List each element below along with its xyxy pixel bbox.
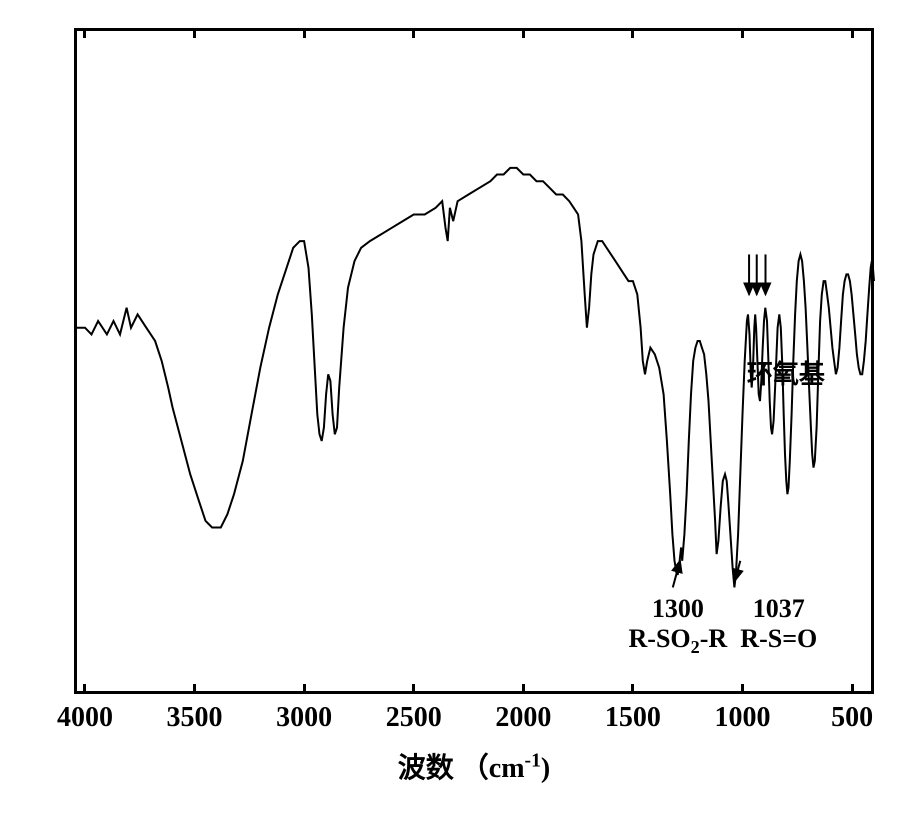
x-tick-label: 3500: [167, 702, 223, 734]
x-tick-top: [741, 28, 744, 38]
x-tick: [412, 684, 415, 694]
x-tick-label: 4000: [57, 702, 113, 734]
x-axis-label-text: 波数 （cm: [398, 753, 525, 784]
peak1-assignment: R-SO2-R: [629, 624, 728, 658]
x-tick-label: 2000: [495, 702, 551, 734]
annotation-peak1: 1300R-SO2-R: [629, 594, 728, 658]
x-tick-label: 500: [831, 702, 873, 734]
x-tick: [83, 684, 86, 694]
x-tick: [303, 684, 306, 694]
peak2-assignment: R-S=O: [740, 624, 817, 654]
x-tick-top: [631, 28, 634, 38]
x-tick-top: [522, 28, 525, 38]
x-tick-top: [303, 28, 306, 38]
ir-spectrum-chart: 4000 3500 3000 2500 2000 1500 1000 500 波数 （cm-1…: [0, 0, 918, 827]
x-tick-label: 2500: [386, 702, 442, 734]
x-axis-label-sup: -1: [525, 751, 541, 772]
peak1-value: 1300: [629, 594, 728, 624]
annotation-peak2: 1037R-S=O: [740, 594, 817, 654]
peak2-value: 1037: [740, 594, 817, 624]
x-tick-label: 1500: [605, 702, 661, 734]
x-tick: [193, 684, 196, 694]
x-tick-top: [83, 28, 86, 38]
x-axis-label-suffix: ): [541, 753, 550, 784]
x-tick: [741, 684, 744, 694]
peak1-arrow: [673, 561, 680, 588]
spectrum-svg: [0, 0, 918, 827]
x-axis-label: 波数 （cm-1): [398, 746, 550, 786]
x-tick: [522, 684, 525, 694]
annotation-epoxy: 环氧基: [747, 354, 825, 391]
x-tick: [631, 684, 634, 694]
x-tick-top: [412, 28, 415, 38]
x-tick-label: 3000: [276, 702, 332, 734]
x-tick-top: [193, 28, 196, 38]
x-tick: [851, 684, 854, 694]
x-tick-label: 1000: [714, 702, 770, 734]
x-tick-top: [851, 28, 854, 38]
